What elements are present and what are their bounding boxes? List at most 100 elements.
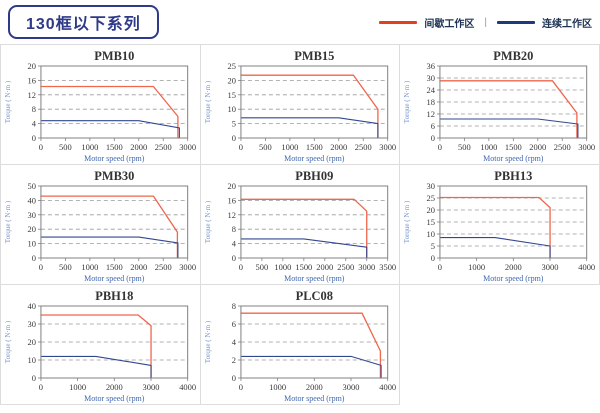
x-tick-label: 1500 (305, 142, 322, 152)
y-tick-label: 25 (427, 193, 435, 203)
y-tick-label: 0 (231, 253, 235, 263)
y-axis-label: Torque ( N·m ) (403, 200, 411, 243)
y-tick-label: 50 (27, 181, 35, 191)
continuous-zone-curve (40, 236, 179, 259)
legend: 间歇工作区 | 连续工作区 (379, 15, 592, 30)
x-tick-label: 0 (39, 262, 43, 272)
torque-speed-chart-PLC08: PLC08 0 2 4 6 8 0 1000 2000 3000 4000 Motor speed (… (204, 289, 396, 403)
torque-speed-chart-PBH13: PBH13 0 5 10 15 20 25 30 0 1000 2000 3000 4000 Motor … (403, 169, 596, 283)
chart-cell-PMB20: PMB20 0 6 12 18 24 30 36 0 500 1000 1500 2000 2500 300… (400, 45, 600, 165)
x-tick-label: 1000 (81, 262, 98, 272)
x-tick-label: 0 (238, 262, 242, 272)
y-tick-label: 20 (227, 181, 235, 191)
x-tick-label: 1500 (106, 142, 123, 152)
chart-title: PBH13 (495, 169, 533, 183)
plot-border (40, 185, 189, 259)
x-tick-label: 2500 (155, 142, 172, 152)
intermittent-zone-curve (239, 74, 379, 139)
x-tick-label: 0 (238, 382, 242, 392)
x-tick-label: 0 (39, 382, 43, 392)
y-tick-label: 12 (27, 90, 35, 100)
chart-cell-PMB30: PMB30 0 10 20 30 40 50 0 500 1000 1500 2000 2500 3000… (1, 165, 201, 285)
legend-label-continuous: 连续工作区 (542, 18, 592, 30)
x-tick-label: 3000 (579, 142, 596, 152)
x-tick-label: 1500 (505, 142, 522, 152)
y-axis-label: Torque ( N·m ) (204, 200, 212, 243)
torque-speed-chart-PBH09: PBH09 0 4 8 12 16 20 0 500 1000 1500 2000 2500 3000 35… (204, 169, 396, 283)
intermittent-zone-curve (40, 195, 179, 259)
x-tick-label: 0 (39, 142, 43, 152)
y-tick-label: 0 (32, 373, 36, 383)
intermittent-zone-curve (40, 314, 152, 379)
y-tick-label: 30 (27, 210, 35, 220)
torque-speed-chart-PMB20: PMB20 0 6 12 18 24 30 36 0 500 1000 1500 2000 2500 300… (403, 49, 596, 163)
y-tick-label: 10 (227, 104, 235, 114)
y-tick-label: 20 (27, 224, 35, 234)
continuous-zone-curve (40, 355, 152, 379)
y-axis-label: Torque ( N·m ) (4, 320, 12, 363)
torque-speed-chart-PMB10: PMB10 0 4 8 12 16 20 0 500 1000 1500 2000 2500 3000 Mo… (4, 49, 196, 163)
y-tick-label: 6 (231, 319, 235, 329)
y-tick-label: 16 (227, 195, 235, 205)
x-tick-label: 3000 (179, 142, 196, 152)
y-tick-label: 20 (427, 205, 435, 215)
continuous-zone-line-icon (497, 20, 535, 24)
legend-separator: | (484, 16, 487, 28)
intermittent-zone-curve (239, 312, 381, 379)
plot-border (240, 185, 388, 259)
x-tick-label: 2000 (316, 262, 333, 272)
y-axis-label: Torque ( N·m ) (4, 80, 12, 123)
y-tick-label: 8 (32, 104, 36, 114)
x-tick-label: 0 (438, 262, 442, 272)
x-tick-label: 2500 (337, 262, 354, 272)
x-tick-label: 500 (259, 142, 272, 152)
chart-title: PLC08 (295, 289, 332, 303)
x-tick-label: 2000 (305, 382, 322, 392)
x-tick-label: 1000 (281, 142, 298, 152)
y-tick-label: 5 (431, 241, 435, 251)
y-tick-label: 15 (427, 217, 435, 227)
continuous-zone-curve (439, 118, 579, 139)
x-tick-label: 4000 (379, 382, 396, 392)
y-tick-label: 12 (427, 109, 435, 119)
x-tick-label: 1500 (106, 262, 123, 272)
intermittent-zone-curve (439, 80, 578, 139)
y-axis-label: Torque ( N·m ) (204, 80, 212, 123)
y-tick-label: 40 (27, 301, 35, 311)
chart-title: PMB15 (294, 49, 334, 63)
y-tick-label: 15 (227, 90, 235, 100)
chart-cell-PMB15: PMB15 0 5 10 15 20 25 0 500 1000 1500 2000 2500 3000 M… (200, 45, 401, 165)
y-tick-label: 30 (427, 73, 435, 83)
torque-speed-chart-PBH18: PBH18 0 10 20 30 40 0 1000 2000 3000 4000 Motor spe… (4, 289, 196, 403)
x-axis-label: Motor speed (rpm) (84, 154, 145, 163)
x-tick-label: 1000 (481, 142, 498, 152)
series-title-box: 130框以下系列 (8, 5, 159, 39)
x-tick-label: 1000 (81, 142, 98, 152)
x-tick-label: 2500 (554, 142, 571, 152)
chart-cell-PLC08: PLC08 0 2 4 6 8 0 1000 2000 3000 4000 Motor speed (… (200, 285, 401, 405)
x-tick-label: 500 (59, 262, 72, 272)
torque-speed-chart-PMB15: PMB15 0 5 10 15 20 25 0 500 1000 1500 2000 2500 3000 M… (204, 49, 396, 163)
chart-cell-PBH13: PBH13 0 5 10 15 20 25 30 0 1000 2000 3000 4000 Motor … (400, 165, 600, 285)
y-tick-label: 36 (427, 61, 435, 71)
y-tick-label: 10 (27, 355, 35, 365)
x-tick-label: 4000 (579, 262, 596, 272)
continuous-zone-curve (240, 238, 367, 259)
y-tick-label: 0 (231, 133, 235, 143)
y-tick-label: 2 (231, 355, 235, 365)
x-tick-label: 1000 (274, 262, 291, 272)
y-tick-label: 12 (227, 210, 235, 220)
x-axis-label: Motor speed (rpm) (484, 274, 545, 283)
y-axis-label: Torque ( N·m ) (204, 320, 212, 363)
y-axis-label: Torque ( N·m ) (4, 200, 12, 243)
intermittent-zone-curve (239, 198, 368, 259)
x-tick-label: 500 (255, 262, 268, 272)
y-tick-label: 20 (27, 61, 35, 71)
x-tick-label: 2500 (354, 142, 371, 152)
intermittent-zone-curve (439, 196, 552, 259)
x-tick-label: 2000 (130, 142, 147, 152)
y-tick-label: 20 (27, 337, 35, 347)
y-axis-label: Torque ( N·m ) (403, 80, 411, 123)
